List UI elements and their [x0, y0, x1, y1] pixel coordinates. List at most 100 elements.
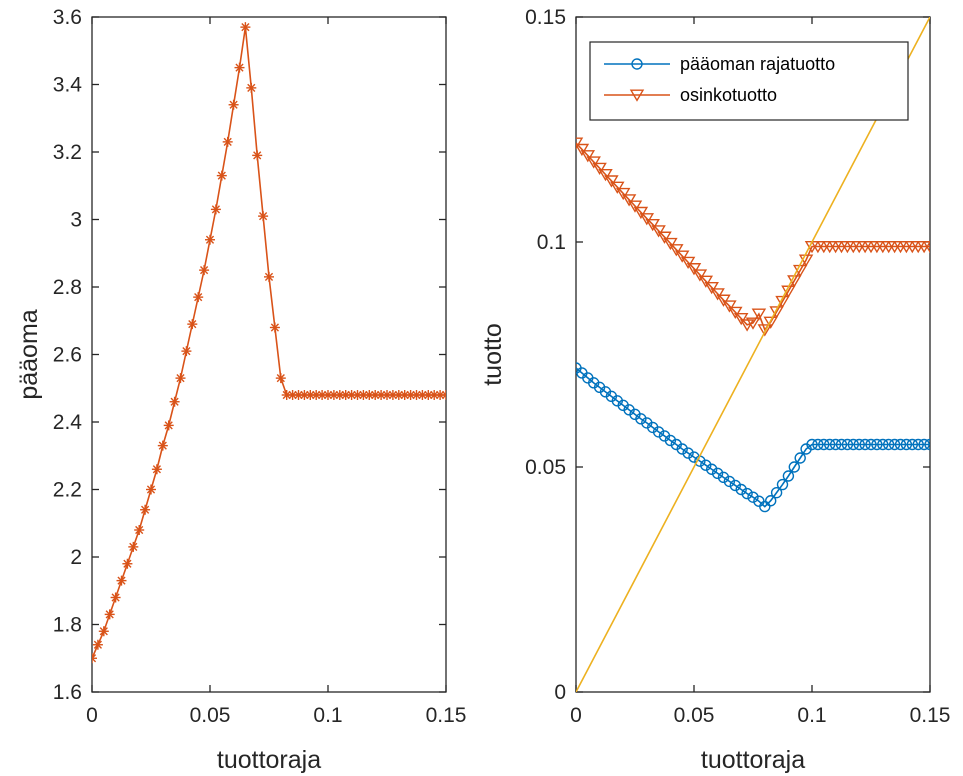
data-point — [676, 443, 688, 455]
data-point — [633, 206, 649, 220]
data-point — [169, 396, 180, 407]
data-point — [859, 438, 871, 451]
data-point — [199, 265, 210, 276]
y-tick-label: 2.6 — [53, 344, 82, 367]
series-0 — [92, 22, 446, 664]
y-axis-label: tuotto — [479, 323, 507, 386]
data-point — [246, 82, 257, 93]
data-point — [877, 438, 889, 451]
data-point — [663, 237, 678, 251]
left-chart: 0 0.05 0.1 0.15 1.6 1.8 2 2.2 2.4 2.6 2.8 3 3.2 3.4 3.… — [15, 6, 466, 774]
series-pääoman-rajatuotto — [576, 362, 930, 513]
data-point — [706, 463, 718, 475]
legend-marker — [629, 89, 645, 102]
data-point — [193, 292, 204, 303]
data-point — [639, 213, 655, 226]
x-tick-label: 0.1 — [797, 704, 826, 727]
data-point — [757, 324, 773, 337]
data-point — [264, 271, 274, 282]
x-axis-label: tuottoraja — [217, 746, 321, 774]
data-point — [692, 269, 708, 282]
y-tick-label: 0.1 — [537, 231, 566, 254]
data-point — [906, 438, 918, 451]
data-point — [669, 244, 684, 257]
data-point — [888, 438, 901, 451]
data-point — [175, 373, 186, 384]
data-point — [163, 420, 174, 431]
data-point — [735, 483, 747, 496]
legend-box — [589, 41, 909, 121]
data-point — [717, 471, 730, 484]
data-point — [710, 288, 725, 301]
legend: pääoman rajatuotto osinkotuotto — [589, 41, 909, 121]
data-point — [751, 308, 767, 321]
data-point — [765, 495, 777, 507]
x-tick-label: 0 — [86, 704, 98, 727]
x-tick-label: 0.1 — [313, 704, 342, 727]
data-point — [576, 137, 584, 150]
data-point — [722, 300, 737, 313]
data-point — [586, 156, 601, 169]
data-point — [657, 231, 672, 244]
y-tick-label: 0 — [554, 681, 566, 704]
x-tick-label: 0.05 — [674, 704, 715, 727]
data-point — [829, 438, 842, 451]
data-point — [716, 294, 731, 307]
data-point — [652, 426, 665, 438]
data-point — [399, 390, 410, 400]
data-point — [651, 225, 666, 238]
data-point — [698, 275, 714, 288]
data-point — [140, 504, 151, 515]
y-tick-label: 3 — [70, 209, 82, 232]
data-point — [604, 175, 619, 188]
data-point — [835, 438, 848, 451]
y-axis-label: pääoma — [15, 309, 43, 399]
data-point — [417, 390, 428, 400]
data-point — [759, 500, 771, 513]
data-point — [853, 438, 865, 451]
data-point — [293, 390, 304, 400]
data-point — [234, 62, 245, 73]
data-point — [104, 609, 115, 620]
data-point — [222, 136, 233, 147]
data-point — [240, 22, 251, 33]
data-point — [769, 306, 784, 319]
x-tick-label: 0.05 — [190, 704, 231, 727]
data-point — [770, 486, 783, 499]
right-chart: 0 0.05 0.1 0.15 0 0.05 0.1 0.15 tuottoraja tuotto… — [479, 6, 950, 774]
data-point — [252, 150, 263, 161]
data-point — [739, 319, 755, 332]
y-tick-label: 3.6 — [53, 6, 82, 29]
data-point — [711, 467, 724, 479]
data-point — [745, 317, 761, 330]
data-point — [788, 461, 800, 473]
data-point — [429, 390, 440, 400]
axes-box — [91, 16, 447, 693]
data-point — [228, 99, 239, 110]
y-tick-label: 2.2 — [53, 479, 82, 502]
data-point — [610, 181, 625, 194]
series-line — [576, 142, 930, 332]
data-point — [269, 322, 280, 333]
data-point — [635, 413, 647, 425]
data-point — [92, 639, 103, 650]
data-point — [818, 438, 830, 451]
data-point — [128, 541, 139, 552]
y-tick-label: 1.6 — [53, 681, 82, 704]
data-point — [134, 525, 145, 535]
data-point — [92, 653, 97, 664]
data-point — [682, 447, 694, 459]
data-point — [205, 234, 215, 245]
y-tick-label: 2.8 — [53, 276, 82, 299]
y-tick-label: 1.8 — [53, 614, 82, 637]
data-point — [122, 558, 133, 569]
data-point — [580, 150, 596, 163]
data-point — [704, 281, 719, 295]
data-point — [157, 440, 168, 451]
x-axis-label: tuottoraja — [701, 746, 805, 774]
data-point — [598, 168, 613, 182]
data-point — [747, 491, 759, 503]
legend-label: pääoman rajatuotto — [680, 54, 835, 74]
y-tick-label: 3.2 — [53, 141, 82, 164]
